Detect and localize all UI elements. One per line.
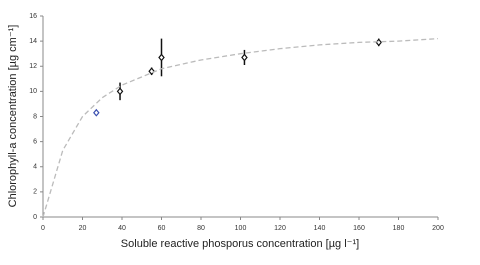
y-tick-label: 10 [29, 88, 37, 95]
x-axis-label: Soluble reactive phosporus concentration… [121, 238, 359, 250]
y-tick-label: 12 [29, 63, 37, 70]
point [148, 67, 155, 76]
y-axis-label: Chlorophyll-a concentration [µg cm⁻¹] [7, 25, 19, 208]
x-tick-label: 200 [432, 225, 444, 232]
x-tick-label: 0 [41, 225, 45, 232]
x-tick-label: 80 [197, 225, 205, 232]
x-tick-label: 160 [353, 225, 365, 232]
point [116, 87, 124, 96]
y-tick-label: 14 [29, 38, 37, 45]
x-tick-label: 20 [79, 225, 87, 232]
x-tick-label: 140 [314, 225, 326, 232]
x-tick-label: 120 [274, 225, 286, 232]
y-tick-label: 4 [33, 164, 37, 171]
x-tick-label: 100 [235, 225, 247, 232]
y-tick-label: 0 [33, 214, 37, 221]
point [158, 53, 165, 62]
y-tick-label: 8 [33, 113, 37, 120]
x-tick-label: 40 [118, 225, 126, 232]
y-tick-label: 16 [29, 13, 37, 20]
fit-curve [42, 37, 439, 218]
point [241, 53, 248, 62]
x-tick-label: 180 [393, 225, 405, 232]
x-tick-label: 60 [158, 225, 166, 232]
point [93, 108, 100, 117]
y-tick-label: 6 [33, 138, 37, 145]
y-tick-label: 2 [33, 189, 37, 196]
